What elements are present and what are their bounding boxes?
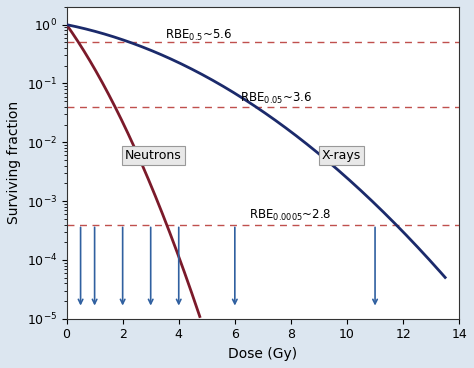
Text: RBE$_{0.0005}$~2.8: RBE$_{0.0005}$~2.8	[249, 208, 331, 223]
Text: X-rays: X-rays	[322, 149, 361, 162]
Text: Neutrons: Neutrons	[125, 149, 182, 162]
Text: RBE$_{0.05}$~3.6: RBE$_{0.05}$~3.6	[240, 91, 313, 106]
X-axis label: Dose (Gy): Dose (Gy)	[228, 347, 298, 361]
Y-axis label: Surviving fraction: Surviving fraction	[7, 101, 21, 224]
Text: RBE$_{0.5}$~5.6: RBE$_{0.5}$~5.6	[165, 28, 232, 43]
